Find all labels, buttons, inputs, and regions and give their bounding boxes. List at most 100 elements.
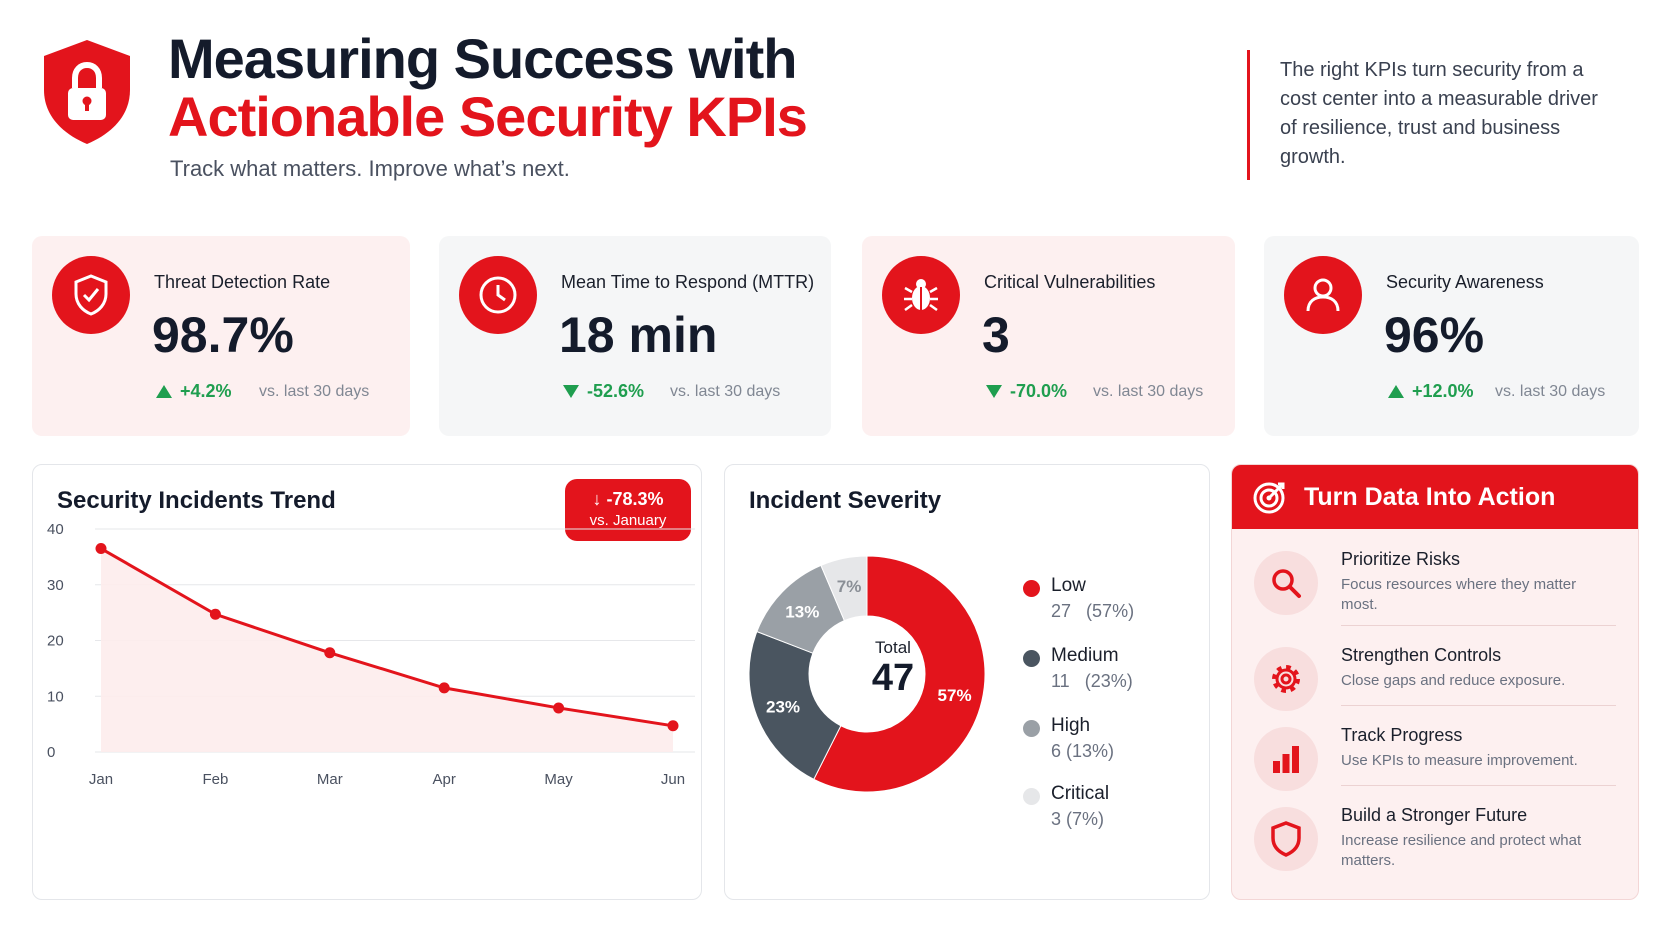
- legend-value: 6 (13%): [1051, 741, 1115, 761]
- data-point[interactable]: [95, 543, 107, 555]
- user-icon: [1284, 256, 1362, 334]
- kpi-card-awareness[interactable]: Security Awareness 96% +12.0% vs. last 3…: [1264, 236, 1639, 436]
- action-item-desc: Focus resources where they matter most.: [1341, 576, 1577, 613]
- kpi-comparison: vs. last 30 days: [1093, 383, 1204, 400]
- page-title-highlight: Actionable Security KPIs: [168, 85, 808, 148]
- action-item-build-future[interactable]: Build a Stronger Future Increase resilie…: [1232, 801, 1638, 881]
- arrow-up-icon: [1388, 385, 1404, 398]
- donut-total-label: Total: [875, 638, 911, 657]
- action-title: Turn Data Into Action: [1304, 483, 1556, 511]
- kpi-value: 18 min: [559, 307, 718, 363]
- kpi-comparison: vs. last 30 days: [670, 383, 781, 400]
- header-quote: The right KPIs turn security from a cost…: [1280, 59, 1598, 168]
- kpi-change-value: -70.0%: [1010, 381, 1068, 401]
- donut-chart: 57% 23% 13% 7%: [748, 555, 986, 793]
- slice-label: 23%: [766, 697, 800, 716]
- kpi-change: -52.6%: [563, 381, 644, 402]
- page-title: Measuring Success with: [168, 27, 797, 90]
- action-item-track-progress[interactable]: Track Progress Use KPIs to measure impro…: [1232, 721, 1638, 801]
- kpi-value: 3: [982, 307, 1010, 363]
- shield-lock-icon: [44, 40, 130, 144]
- divider: [1341, 625, 1616, 626]
- shield-icon: [1254, 807, 1318, 871]
- action-item-strengthen-controls[interactable]: Strengthen Controls Close gaps and reduc…: [1232, 641, 1638, 721]
- kpi-label: Mean Time to Respond (MTTR): [561, 272, 815, 292]
- kpi-label: Threat Detection Rate: [154, 272, 331, 292]
- kpi-label: Critical Vulnerabilities: [984, 272, 1156, 292]
- action-item-desc: Use KPIs to measure improvement.: [1341, 752, 1578, 769]
- kpi-card-vulnerabilities[interactable]: Critical Vulnerabilities 3 -70.0% vs. la…: [862, 236, 1235, 436]
- legend-dot: [1023, 788, 1040, 805]
- divider: [1341, 785, 1616, 786]
- kpi-card-mttr[interactable]: Mean Time to Respond (MTTR) 18 min -52.6…: [439, 236, 831, 436]
- action-item-title: Strengthen Controls: [1341, 645, 1502, 665]
- page-subtitle: Track what matters. Improve what’s next.: [170, 156, 570, 181]
- y-tick-label: 10: [47, 688, 64, 705]
- action-item-desc: Close gaps and reduce exposure.: [1341, 672, 1566, 689]
- action-header: Turn Data Into Action: [1232, 465, 1638, 529]
- y-tick-label: 40: [47, 521, 64, 538]
- kpi-change: -70.0%: [986, 381, 1067, 402]
- kpi-value: 96%: [1384, 307, 1485, 363]
- arrow-down-icon: ↓: [592, 489, 602, 509]
- x-tick-label: Jun: [661, 771, 685, 788]
- legend-dot: [1023, 650, 1040, 667]
- legend-dot: [1023, 580, 1040, 597]
- legend-name: Critical: [1051, 783, 1110, 804]
- slice-label: 13%: [785, 602, 819, 621]
- trend-badge: ↓ -78.3% vs. January: [565, 479, 691, 541]
- incidents-trend-panel: Security Incidents Trend ↓ -78.3% vs. Ja…: [32, 464, 702, 900]
- arrow-down-icon: [986, 385, 1002, 398]
- action-item-desc: Increase resilience and protect what mat…: [1341, 832, 1582, 869]
- bug-icon: [882, 256, 960, 334]
- arrow-up-icon: [156, 385, 172, 398]
- kpi-change: +4.2%: [156, 381, 232, 402]
- x-tick-label: Apr: [433, 771, 456, 788]
- arrow-down-icon: [563, 385, 579, 398]
- data-point[interactable]: [209, 608, 221, 620]
- action-item-title: Build a Stronger Future: [1341, 805, 1528, 825]
- incident-severity-panel: Incident Severity 57% 23% 13% 7% Total 47 L…: [724, 464, 1210, 900]
- action-item-prioritize-risks[interactable]: Prioritize Risks Focus resources where t…: [1232, 545, 1638, 625]
- trend-badge-value: -78.3%: [606, 489, 664, 509]
- line-chart: 0 10 20 30 40 Jan Feb Mar Apr May Jun: [47, 521, 695, 788]
- trend-badge-caption: vs. January: [589, 512, 667, 529]
- clock-icon: [459, 256, 537, 334]
- legend-name: Medium: [1051, 645, 1119, 666]
- data-point[interactable]: [553, 702, 565, 714]
- x-tick-label: Feb: [202, 771, 228, 788]
- kpi-change-value: +4.2%: [180, 381, 232, 401]
- y-tick-label: 20: [47, 633, 64, 650]
- kpi-change-value: -52.6%: [587, 381, 645, 401]
- bar-chart-icon: [1254, 727, 1318, 791]
- data-point[interactable]: [667, 720, 679, 732]
- slice-label: 7%: [837, 577, 862, 596]
- kpi-comparison: vs. last 30 days: [259, 383, 370, 400]
- kpi-change-value: +12.0%: [1412, 381, 1474, 401]
- turn-data-into-action-panel: Turn Data Into Action Prioritize Risks F…: [1231, 464, 1639, 900]
- kpi-value: 98.7%: [152, 307, 294, 363]
- panel-title: Incident Severity: [749, 487, 942, 514]
- search-icon: [1254, 551, 1318, 615]
- data-point[interactable]: [324, 647, 336, 659]
- y-tick-label: 0: [47, 744, 55, 761]
- legend-value: 27 (57%): [1051, 601, 1135, 621]
- x-tick-label: Jan: [89, 771, 113, 788]
- action-item-title: Prioritize Risks: [1341, 549, 1461, 569]
- legend-value: 3 (7%): [1051, 809, 1105, 829]
- slice-label: 57%: [938, 686, 972, 705]
- series-line: [100, 547, 674, 728]
- legend-value: 11 (23%): [1051, 671, 1133, 691]
- gear-icon: [1254, 647, 1318, 711]
- data-point[interactable]: [438, 682, 450, 694]
- divider: [1341, 705, 1616, 706]
- donut-hole: [809, 616, 925, 732]
- kpi-comparison: vs. last 30 days: [1495, 383, 1606, 400]
- kpi-change: +12.0%: [1388, 381, 1474, 402]
- legend-name: High: [1051, 715, 1091, 736]
- legend-dot: [1023, 720, 1040, 737]
- donut-total-value: 47: [871, 657, 915, 699]
- kpi-card-threat-detection[interactable]: Threat Detection Rate 98.7% +4.2% vs. la…: [32, 236, 410, 436]
- y-tick-label: 30: [47, 577, 64, 594]
- quote-divider: [1247, 50, 1250, 180]
